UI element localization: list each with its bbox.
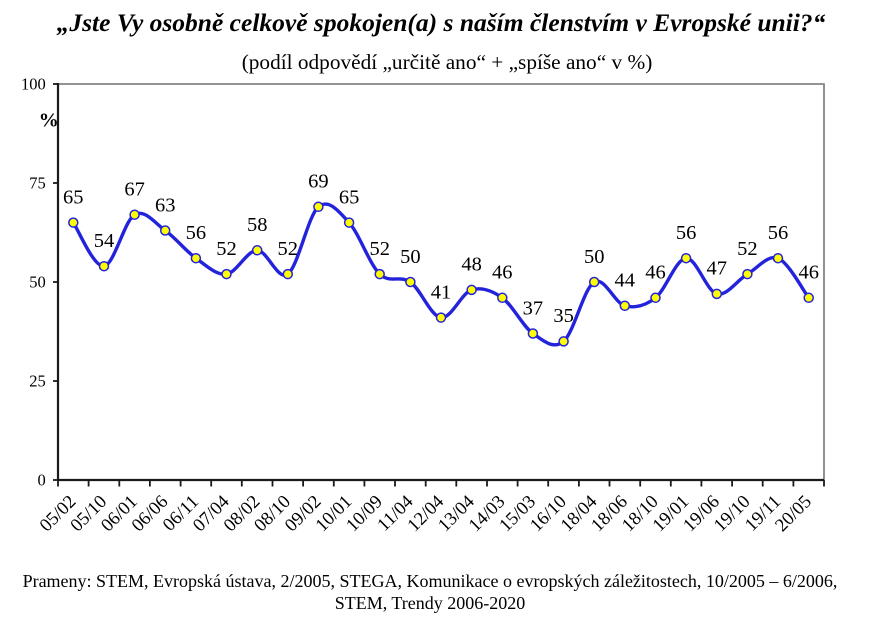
- svg-text:52: 52: [216, 238, 237, 260]
- svg-text:52: 52: [278, 238, 299, 260]
- svg-text:54: 54: [94, 230, 115, 252]
- svg-text:67: 67: [124, 179, 145, 201]
- svg-text:52: 52: [369, 238, 390, 260]
- svg-text:48: 48: [461, 254, 482, 276]
- svg-text:0: 0: [38, 471, 46, 490]
- svg-text:52: 52: [737, 238, 758, 260]
- svg-text:56: 56: [768, 222, 789, 244]
- svg-text:50: 50: [29, 273, 46, 292]
- svg-text:46: 46: [645, 262, 666, 284]
- svg-text:46: 46: [798, 262, 819, 284]
- svg-text:46: 46: [492, 262, 513, 284]
- svg-text:75: 75: [29, 174, 46, 193]
- svg-text:%: %: [39, 110, 59, 132]
- svg-text:50: 50: [400, 246, 421, 268]
- svg-text:37: 37: [523, 297, 544, 319]
- svg-text:100: 100: [21, 75, 46, 94]
- svg-text:56: 56: [186, 222, 207, 244]
- svg-text:58: 58: [247, 214, 268, 236]
- svg-text:41: 41: [431, 281, 452, 303]
- svg-text:25: 25: [29, 372, 46, 391]
- svg-text:20/05: 20/05: [771, 491, 816, 536]
- svg-text:47: 47: [707, 258, 728, 280]
- svg-text:69: 69: [308, 171, 329, 193]
- svg-text:44: 44: [615, 270, 636, 292]
- svg-text:50: 50: [584, 246, 605, 268]
- svg-text:65: 65: [63, 186, 84, 208]
- svg-text:35: 35: [553, 305, 574, 327]
- svg-text:56: 56: [676, 222, 697, 244]
- svg-text:63: 63: [155, 194, 176, 216]
- svg-text:65: 65: [339, 186, 360, 208]
